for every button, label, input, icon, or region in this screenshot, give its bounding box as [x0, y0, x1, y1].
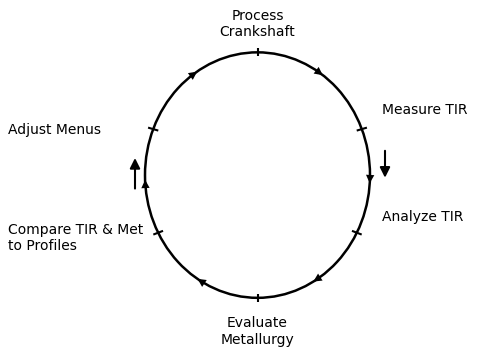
Text: Evaluate
Metallurgy: Evaluate Metallurgy — [220, 316, 294, 347]
Text: Process
Crankshaft: Process Crankshaft — [220, 9, 296, 39]
Text: Measure TIR: Measure TIR — [382, 103, 468, 117]
Text: Analyze TIR: Analyze TIR — [382, 210, 464, 223]
Text: Compare TIR & Met
to Profiles: Compare TIR & Met to Profiles — [8, 223, 143, 253]
Text: Adjust Menus: Adjust Menus — [8, 123, 100, 137]
